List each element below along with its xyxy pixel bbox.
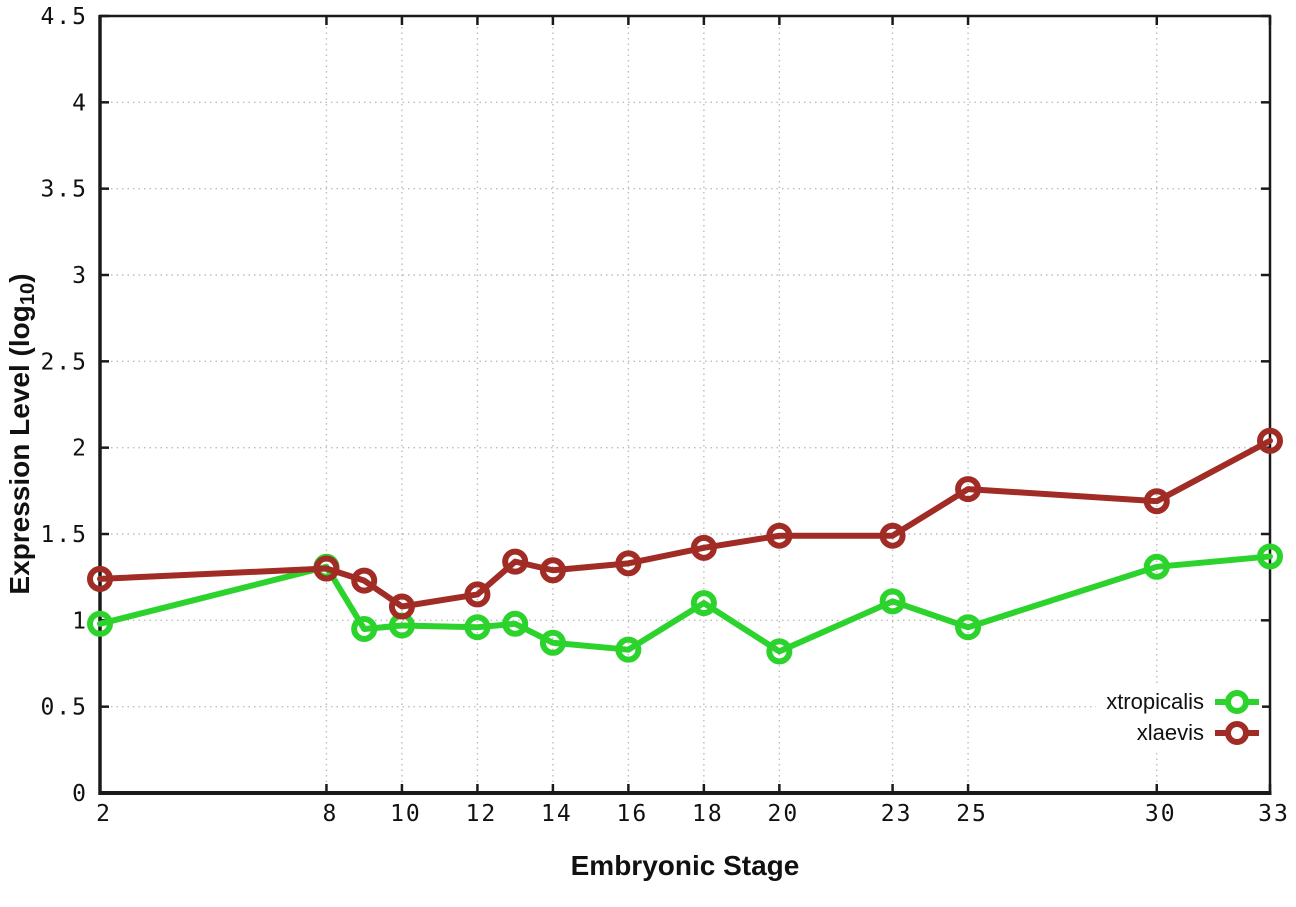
y-tick-label: 0.5	[40, 695, 88, 721]
data-point-xlaevis	[351, 567, 378, 594]
x-tick-label: 20	[768, 801, 800, 827]
data-point-xlaevis	[955, 476, 982, 503]
y-tick-label: 4	[72, 90, 88, 116]
data-point-xlaevis	[313, 555, 340, 582]
x-tick-label: 33	[1258, 801, 1290, 827]
y-tick-label: 1	[72, 608, 88, 634]
x-tick-label: 16	[617, 801, 649, 827]
data-point-xlaevis	[766, 522, 793, 549]
y-axis-title-text: Expression Level (log	[4, 305, 35, 595]
legend: xtropicalis xlaevis	[1096, 684, 1262, 750]
y-axis-title-close: )	[4, 273, 35, 283]
data-point-xlaevis	[539, 557, 566, 584]
legend-item-xtropicalis: xtropicalis	[1106, 686, 1260, 717]
x-axis-title: Embryonic Stage	[570, 850, 800, 881]
data-point-xtropicalis	[539, 629, 566, 656]
x-tick-label: 18	[692, 801, 724, 827]
data-point-xlaevis	[615, 550, 642, 577]
data-point-xtropicalis	[464, 614, 491, 641]
data-point-xtropicalis	[879, 588, 906, 615]
data-point-xtropicalis	[690, 590, 717, 617]
data-point-xtropicalis	[615, 636, 642, 663]
data-point-xlaevis	[502, 548, 529, 575]
x-tick-label: 10	[390, 801, 422, 827]
y-tick-label: 3.5	[40, 177, 88, 203]
y-tick-label: 2.5	[40, 349, 88, 375]
series-line-xtropicalis	[97, 553, 1273, 655]
legend-label-xlaevis: xlaevis	[1136, 719, 1204, 745]
x-tick-label: 2	[96, 801, 112, 827]
data-point-xtropicalis	[766, 638, 793, 665]
x-tick-label: 14	[541, 801, 573, 827]
x-tick-label: 25	[956, 801, 988, 827]
data-point-xtropicalis	[87, 610, 113, 637]
legend-label-xtropicalis: xtropicalis	[1106, 688, 1204, 714]
data-point-xtropicalis	[1257, 543, 1283, 570]
legend-line-marker-icon	[1215, 720, 1259, 745]
y-tick-label: 1.5	[40, 522, 88, 548]
data-point-xlaevis	[87, 565, 113, 592]
y-axis-title-subscript: 10	[17, 282, 40, 306]
y-axis-title: Expression Level (log10)	[4, 202, 44, 666]
x-tick-label: 23	[881, 801, 913, 827]
data-point-xlaevis	[1257, 427, 1283, 454]
data-point-xlaevis	[879, 522, 906, 549]
y-tick-label: 0	[72, 781, 88, 807]
legend-line-marker-icon	[1215, 689, 1259, 714]
data-point-xlaevis	[690, 534, 717, 561]
x-tick-label: 8	[323, 801, 339, 827]
y-tick-label: 2	[72, 436, 88, 462]
data-point-xlaevis	[388, 593, 415, 620]
x-tick-label: 12	[466, 801, 498, 827]
x-tick-label: 30	[1145, 801, 1177, 827]
data-point-xtropicalis	[502, 610, 529, 637]
data-point-xlaevis	[1143, 488, 1170, 515]
y-tick-label: 4.5	[40, 4, 88, 30]
legend-item-xlaevis: xlaevis	[1106, 717, 1260, 748]
data-point-xtropicalis	[351, 615, 378, 642]
data-point-xlaevis	[464, 581, 491, 608]
data-point-xtropicalis	[955, 614, 982, 641]
y-tick-label: 3	[72, 263, 88, 289]
data-point-xtropicalis	[1143, 553, 1170, 580]
